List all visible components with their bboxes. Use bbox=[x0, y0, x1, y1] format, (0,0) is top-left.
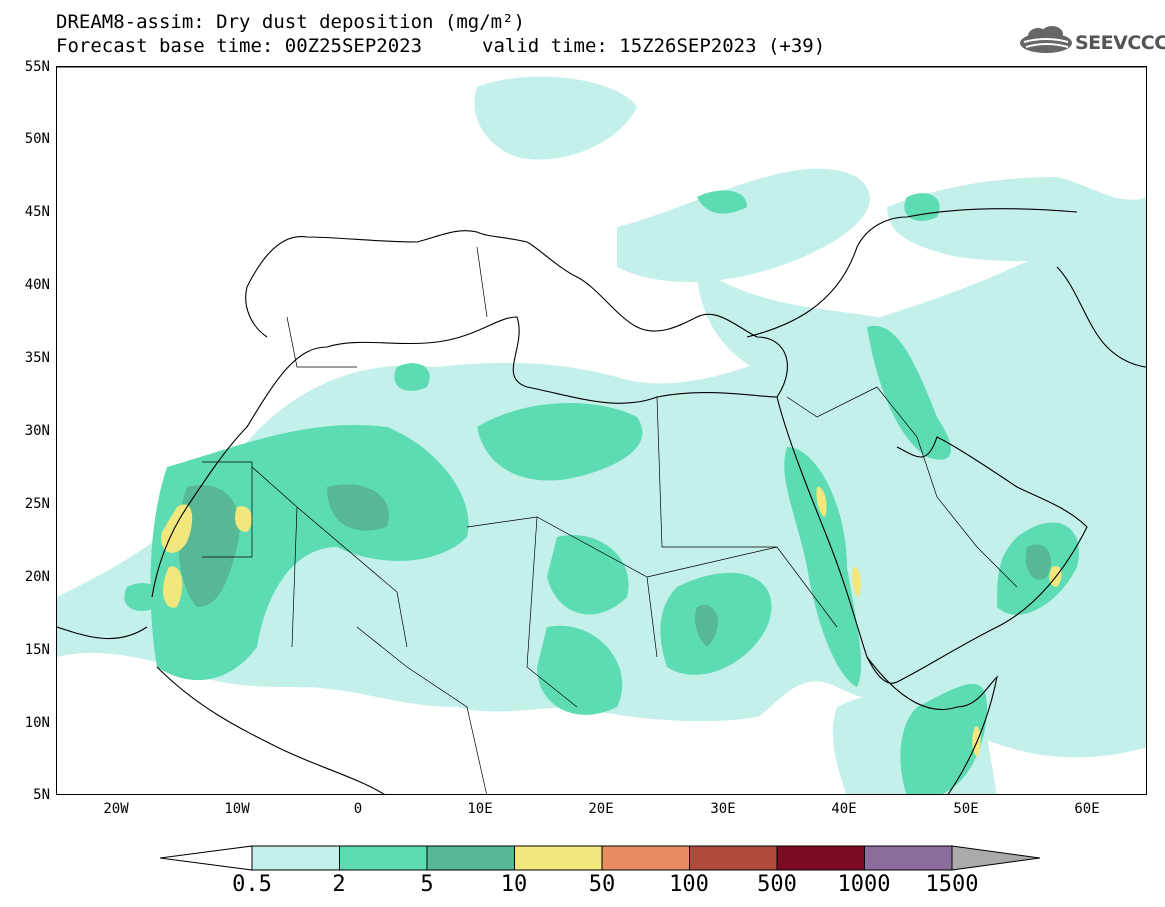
colorbar-lower-arrow bbox=[160, 845, 253, 871]
lon-label: 50E bbox=[953, 801, 979, 817]
lon-label: 10E bbox=[467, 801, 493, 817]
lon-label: 30E bbox=[710, 801, 736, 817]
valid-time: valid time: 15Z26SEP2023 (+39) bbox=[482, 35, 826, 57]
lat-label: 35N bbox=[24, 350, 50, 366]
colorbar-cell bbox=[339, 845, 428, 871]
lat-label: 5N bbox=[33, 787, 50, 803]
colorbar-label: 5 bbox=[420, 872, 434, 897]
colorbar-cell bbox=[864, 845, 953, 871]
lat-label: 15N bbox=[24, 642, 50, 658]
dust-level-2 bbox=[124, 190, 1079, 794]
lat-label: 30N bbox=[24, 423, 50, 439]
lon-label: 60E bbox=[1074, 801, 1100, 817]
colorbar-cell bbox=[251, 845, 340, 871]
lat-label: 40N bbox=[24, 277, 50, 293]
country-borders bbox=[202, 246, 1018, 794]
logo-text: SEEVCCC bbox=[1075, 32, 1165, 54]
lat-label: 50N bbox=[24, 131, 50, 147]
lat-label: 55N bbox=[24, 59, 50, 75]
colorbar-cell bbox=[601, 845, 690, 871]
base-time: Forecast base time: 00Z25SEP2023 bbox=[56, 35, 423, 57]
map-title: DREAM8-assim: Dry dust deposition (mg/m²… bbox=[56, 11, 525, 33]
colorbar-cell bbox=[514, 845, 603, 871]
dust-deposition-map bbox=[57, 67, 1146, 794]
lon-label: 0 bbox=[353, 801, 363, 817]
map-panel bbox=[56, 66, 1147, 795]
lat-label: 45N bbox=[24, 204, 50, 220]
colorbar-cell bbox=[776, 845, 865, 871]
colorbar-label: 2 bbox=[332, 872, 346, 897]
colorbar-label: 1000 bbox=[837, 872, 891, 897]
colorbar-cell bbox=[426, 845, 515, 871]
lon-label: 10W bbox=[224, 801, 250, 817]
coastlines bbox=[57, 67, 1146, 794]
lat-label: 10N bbox=[24, 715, 50, 731]
colorbar bbox=[160, 845, 1040, 871]
lon-label: 40E bbox=[831, 801, 857, 817]
colorbar-label: 0.5 bbox=[232, 872, 272, 897]
lat-label: 20N bbox=[24, 569, 50, 585]
colorbar-label: 100 bbox=[669, 872, 709, 897]
colorbar-label: 500 bbox=[757, 872, 797, 897]
cloud-icon bbox=[1020, 26, 1072, 53]
dust-level-5 bbox=[178, 484, 1051, 647]
lon-label: 20E bbox=[588, 801, 614, 817]
lon-label: 20W bbox=[103, 801, 129, 817]
colorbar-label: 10 bbox=[500, 872, 528, 897]
colorbar-label: 1500 bbox=[925, 872, 979, 897]
colorbar-label: 50 bbox=[588, 872, 616, 897]
lat-label: 25N bbox=[24, 496, 50, 512]
colorbar-cell bbox=[689, 845, 778, 871]
colorbar-upper-arrow bbox=[951, 845, 1040, 871]
